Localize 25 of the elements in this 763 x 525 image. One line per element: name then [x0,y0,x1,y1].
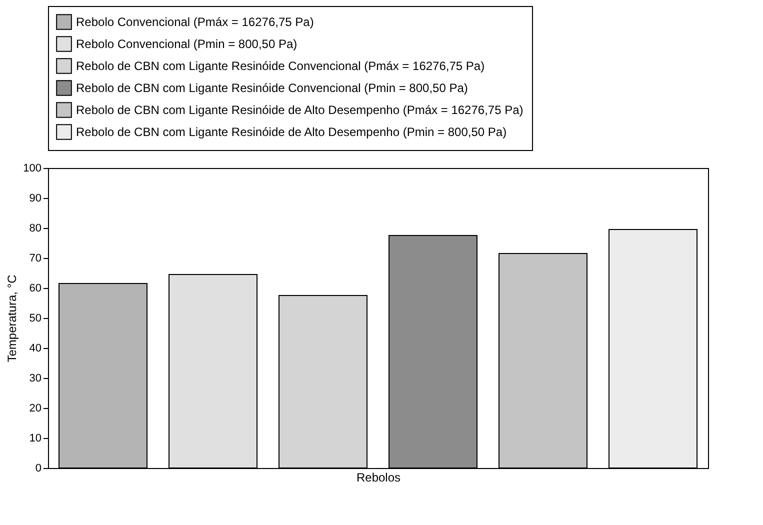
y-tick-label: 60 [29,282,42,294]
bar [58,283,148,468]
y-tick-label: 80 [29,222,42,234]
legend-label: Rebolo de CBN com Ligante Resinóide Convencional (Pmáx = 16276,75 Pa) [76,59,485,73]
bar [168,274,258,468]
bar [388,235,478,468]
y-tick-label: 40 [29,342,42,354]
legend-label: Rebolo de CBN com Ligante Resinóide Convencional (Pmin = 800,50 Pa) [76,81,468,95]
y-tick-label: 50 [29,312,42,324]
y-tick-label: 70 [29,252,42,264]
y-tick-label: 30 [29,372,42,384]
y-tick-label: 0 [35,462,42,474]
legend-label: Rebolo Convencional (Pmáx = 16276,75 Pa) [76,15,314,29]
legend-label: Rebolo de CBN com Ligante Resinóide de Alto Desempenho (Pmáx = 16276,75 Pa) [76,103,524,117]
legend-label: Rebolo de CBN com Ligante Resinóide de Alto Desempenho (Pmin = 800,50 Pa) [76,125,507,139]
bar [608,229,698,468]
legend-label: Rebolo Convencional (Pmin = 800,50 Pa) [76,37,298,51]
x-axis-title: Rebolos [356,470,401,484]
bar [498,253,588,468]
y-tick-label: 90 [29,192,42,204]
y-axis-title: Temperatura, °C [5,274,20,362]
y-tick-label: 10 [29,432,42,444]
y-tick-label: 20 [29,402,42,414]
y-tick-label: 100 [23,162,42,174]
bar [278,295,368,468]
